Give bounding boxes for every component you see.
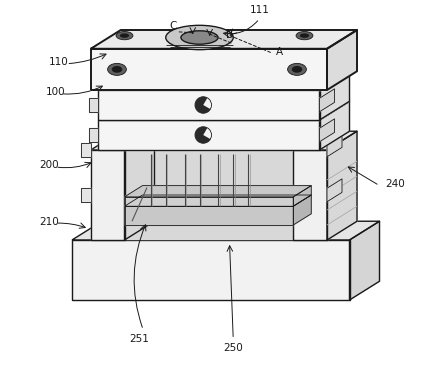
Polygon shape bbox=[98, 101, 349, 120]
Polygon shape bbox=[72, 240, 349, 300]
Ellipse shape bbox=[292, 66, 302, 73]
Ellipse shape bbox=[107, 63, 127, 75]
Polygon shape bbox=[293, 195, 311, 225]
Polygon shape bbox=[320, 119, 334, 142]
Polygon shape bbox=[124, 195, 311, 206]
Ellipse shape bbox=[112, 66, 122, 73]
Ellipse shape bbox=[288, 63, 306, 75]
Polygon shape bbox=[81, 143, 91, 157]
Text: 250: 250 bbox=[223, 343, 243, 353]
Polygon shape bbox=[124, 206, 293, 225]
Polygon shape bbox=[293, 131, 357, 150]
Polygon shape bbox=[91, 131, 155, 150]
Ellipse shape bbox=[166, 26, 233, 50]
Ellipse shape bbox=[181, 31, 218, 44]
Polygon shape bbox=[72, 221, 380, 240]
Text: 240: 240 bbox=[385, 179, 405, 189]
Polygon shape bbox=[349, 221, 380, 300]
Ellipse shape bbox=[296, 32, 313, 40]
Polygon shape bbox=[91, 49, 327, 90]
Text: A: A bbox=[276, 47, 284, 57]
Polygon shape bbox=[124, 197, 293, 206]
Text: 210: 210 bbox=[40, 217, 59, 227]
Wedge shape bbox=[195, 97, 210, 113]
Polygon shape bbox=[98, 120, 320, 150]
Polygon shape bbox=[89, 98, 98, 112]
Polygon shape bbox=[81, 188, 91, 202]
Ellipse shape bbox=[300, 33, 309, 38]
Text: 110: 110 bbox=[49, 57, 69, 67]
Polygon shape bbox=[327, 134, 342, 157]
Polygon shape bbox=[124, 131, 155, 240]
Text: 251: 251 bbox=[130, 334, 150, 344]
Polygon shape bbox=[327, 131, 357, 240]
Polygon shape bbox=[124, 186, 311, 197]
Polygon shape bbox=[293, 186, 311, 206]
Text: 100: 100 bbox=[45, 87, 65, 97]
Text: C: C bbox=[170, 21, 177, 31]
Polygon shape bbox=[327, 30, 357, 90]
Polygon shape bbox=[320, 71, 349, 120]
Polygon shape bbox=[124, 150, 293, 240]
Polygon shape bbox=[98, 71, 349, 90]
Polygon shape bbox=[320, 89, 334, 112]
Polygon shape bbox=[91, 30, 357, 49]
Text: 111: 111 bbox=[250, 5, 270, 15]
Polygon shape bbox=[98, 90, 320, 120]
Polygon shape bbox=[293, 150, 327, 240]
Ellipse shape bbox=[120, 33, 129, 38]
Text: B: B bbox=[226, 30, 233, 40]
Polygon shape bbox=[91, 150, 124, 240]
Ellipse shape bbox=[116, 32, 133, 40]
Wedge shape bbox=[195, 127, 210, 143]
Polygon shape bbox=[320, 101, 349, 150]
Polygon shape bbox=[89, 128, 98, 142]
Polygon shape bbox=[327, 179, 342, 202]
Text: 200: 200 bbox=[40, 160, 59, 170]
